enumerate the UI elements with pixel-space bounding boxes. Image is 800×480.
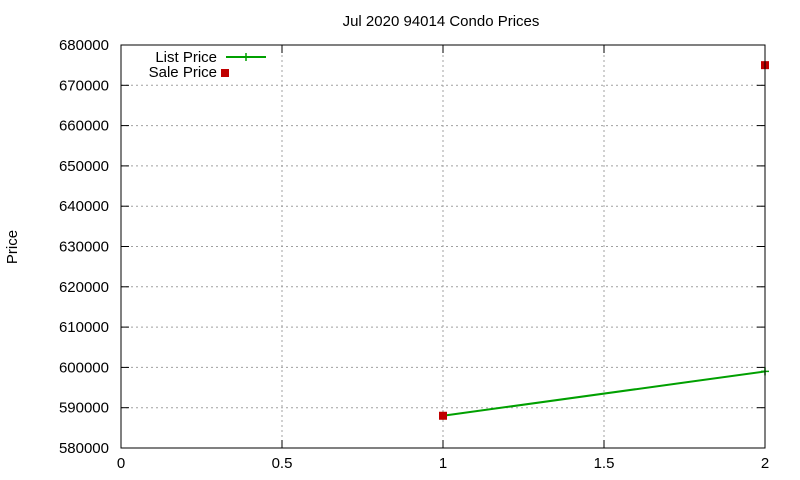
chart-title: Jul 2020 94014 Condo Prices (343, 13, 540, 30)
legend-label: List Price (155, 49, 217, 66)
legend-marker-swatch (221, 69, 229, 77)
legend-label: Sale Price (149, 64, 217, 81)
y-tick-label: 580000 (59, 440, 109, 457)
y-tick-label: 650000 (59, 158, 109, 175)
y-tick-label: 680000 (59, 37, 109, 54)
tick-labels: 580000 590000 600000 610000 620000 630000 6400… (59, 37, 769, 472)
y-tick-label: 600000 (59, 359, 109, 376)
y-tick-label: 630000 (59, 239, 109, 256)
y-axis-label: Price (4, 230, 21, 264)
plot-frame (120, 44, 766, 449)
legend-marker-swatch (242, 53, 250, 61)
y-tick-label: 640000 (59, 198, 109, 215)
x-tick-label: 0.5 (272, 455, 293, 472)
list-price-line (442, 370, 766, 417)
y-tick-label: 620000 (59, 279, 109, 296)
x-tick-label: 2 (761, 455, 769, 472)
grid (121, 45, 765, 448)
y-tick-label: 660000 (59, 118, 109, 135)
legend-item-sale-price: Sale Price (149, 64, 229, 81)
x-tick-label: 0 (117, 455, 125, 472)
y-tick-label: 670000 (59, 77, 109, 94)
sale-price-point (439, 411, 447, 420)
y-tick-label: 610000 (59, 319, 109, 336)
y-tick-label: 590000 (59, 400, 109, 417)
x-tick-label: 1.5 (594, 455, 615, 472)
x-tick-label: 1 (439, 455, 447, 472)
legend-item-list-price: List Price (155, 49, 266, 66)
